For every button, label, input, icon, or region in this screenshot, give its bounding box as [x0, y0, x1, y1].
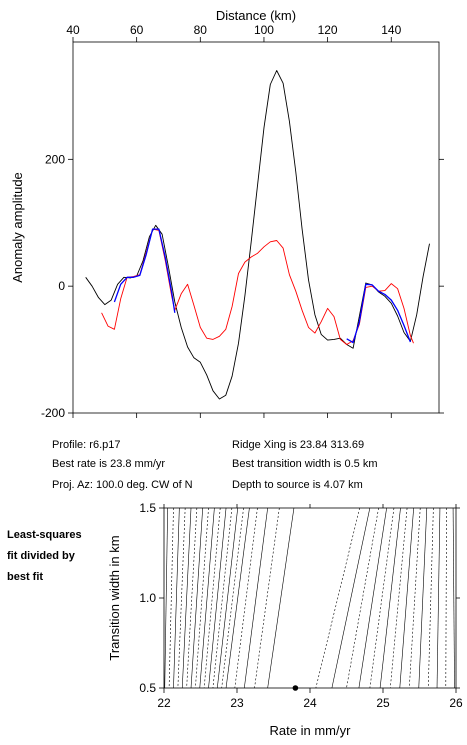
- contour-line: [379, 507, 401, 689]
- contour-line: [427, 507, 434, 689]
- contour-frame: [163, 507, 457, 689]
- contour-line: [173, 507, 180, 689]
- series-fit-line: [113, 228, 412, 344]
- contour-line: [221, 507, 244, 689]
- x-axis-label: Distance (km): [216, 8, 296, 23]
- best-rate-text: Best rate is 23.8 mm/yr: [52, 458, 166, 470]
- contour-line: [346, 507, 379, 689]
- x-tick-label: 120: [318, 23, 338, 37]
- y-tick-label: 0: [58, 279, 65, 293]
- contour-line: [418, 507, 428, 689]
- contour-line: [181, 507, 192, 689]
- y-tick-label: 200: [45, 152, 65, 166]
- contour-line: [212, 507, 233, 689]
- side-note-line-1: Least-squares: [7, 529, 82, 541]
- contour-line: [190, 507, 203, 689]
- contour-line: [445, 507, 447, 689]
- contour-line: [186, 507, 198, 689]
- best-width-text: Best transition width is 0.5 km: [232, 458, 378, 470]
- contour-line: [177, 507, 186, 689]
- contour-line: [168, 507, 174, 689]
- contour-line: [225, 507, 250, 689]
- y-tick-label: -200: [41, 406, 65, 420]
- contour-line: [436, 507, 441, 689]
- contour-line: [199, 507, 215, 689]
- x-tick-label: 60: [130, 23, 144, 37]
- anomaly-chart: 40 60 80 100 120 140 -200 0 200 Distance (km) Anom…: [10, 8, 444, 420]
- contour-line: [315, 507, 360, 689]
- best-fit-point: [292, 685, 299, 691]
- x-tick-label: 100: [254, 23, 274, 37]
- x-tick-label: 24: [303, 696, 317, 710]
- y-tick-label: 0.5: [139, 681, 156, 695]
- x-tick-label: 26: [449, 696, 463, 710]
- y-tick-label: 1.5: [139, 501, 156, 515]
- depth-text: Depth to source is 4.07 km: [232, 479, 363, 491]
- y-tick-label: 1.0: [139, 591, 156, 605]
- plot-frame: [72, 41, 440, 414]
- proj-az-text: Proj. Az: 100.0 deg. CW of N: [52, 479, 193, 491]
- y-axis-label: Anomaly amplitude: [10, 172, 25, 283]
- contour-line: [452, 507, 455, 689]
- contour-line: [390, 507, 408, 689]
- series-observed-line: [85, 70, 430, 400]
- x-tick-label: 22: [157, 696, 171, 710]
- contour-line: [408, 507, 421, 689]
- side-note-line-3: best fit: [7, 571, 44, 583]
- x-tick-label: 25: [376, 696, 390, 710]
- contour-line: [399, 507, 414, 689]
- contour-line: [216, 507, 239, 689]
- contour-line: [358, 507, 387, 689]
- ridge-xing-text: Ridge Xing is 23.84 313.69: [232, 439, 365, 451]
- contour-line: [331, 507, 371, 689]
- side-note-line-2: fit divided by: [7, 550, 75, 562]
- x-tick-label: 80: [194, 23, 208, 37]
- x-tick-label: 140: [381, 23, 401, 37]
- contour-line: [164, 507, 168, 689]
- side-note: Least-squares fit divided by best fit: [7, 525, 107, 588]
- contour-line: [254, 507, 280, 689]
- contour-line: [244, 507, 268, 689]
- misfit-contour-chart: 22 23 24 25 26 0.5 1.0 1.5 Rate in mm/yr Transiti…: [107, 501, 463, 738]
- x-tick-label: 23: [230, 696, 244, 710]
- x-axis-label: Rate in mm/yr: [270, 723, 352, 738]
- contour-line: [208, 507, 227, 689]
- y-axis-label: Transition width in km: [107, 535, 122, 660]
- contour-line: [267, 507, 295, 689]
- x-tick-label: 40: [66, 23, 80, 37]
- profile-text: Profile: r6.p17: [52, 439, 121, 451]
